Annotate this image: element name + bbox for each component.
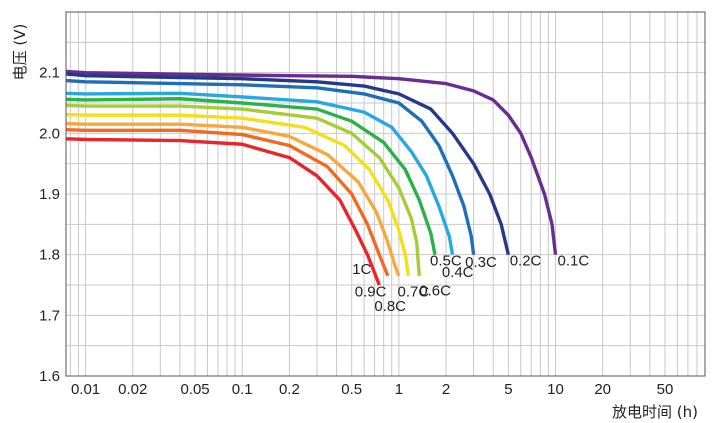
y-tick-label: 2.0 — [39, 125, 60, 142]
series-line-0_8C — [65, 121, 401, 277]
x-tick-label: 5 — [504, 381, 512, 398]
x-tick-label: 0.01 — [71, 381, 100, 398]
series-line-0_1C — [65, 69, 558, 255]
x-tick-label: 0.1 — [232, 381, 253, 398]
tick-labels: 0.01 0.02 0.05 0.1 0.2 0.5 1 2 5 10 20 50 1.6 1.7 1.8 1… — [39, 65, 673, 398]
curve-label: 0.1C — [558, 253, 590, 270]
series-line-0_3C — [65, 78, 476, 255]
y-tick-label: 2.1 — [39, 65, 60, 82]
x-tick-label: 2 — [442, 381, 450, 398]
curve-label: 0.5C — [430, 253, 462, 270]
x-tick-label: 1 — [395, 381, 403, 398]
curve-label: 0.3C — [465, 254, 497, 271]
plot-frame — [65, 11, 706, 377]
curve-label: 0.2C — [510, 253, 542, 270]
series-line-0_7C — [65, 112, 411, 277]
y-tick-label: 1.7 — [39, 307, 60, 324]
x-tick-label: 0.02 — [118, 381, 147, 398]
x-tick-label: 0.2 — [279, 381, 300, 398]
series-line-0_4C — [65, 91, 455, 255]
x-tick-label: 20 — [594, 381, 611, 398]
y-axis-title: 电压 (V) — [11, 24, 29, 81]
x-tick-label: 0.5 — [341, 381, 362, 398]
curve-label: 1C — [352, 261, 371, 278]
x-tick-label: 10 — [547, 381, 564, 398]
x-tick-label: 0.05 — [180, 381, 209, 398]
series-line-0_9C — [65, 127, 390, 277]
series-line-0_5C — [65, 97, 437, 255]
series-line-0_2C — [65, 72, 511, 256]
y-tick-label: 1.6 — [39, 368, 60, 385]
y-tick-label: 1.9 — [39, 186, 60, 203]
series-line-1C — [65, 137, 381, 286]
y-tick-label: 1.8 — [39, 247, 60, 264]
curve-label: 0.7C — [398, 284, 430, 301]
series-line-0_6C — [65, 103, 421, 277]
curve-label: 0.6C — [419, 282, 451, 299]
x-tick-label: 50 — [657, 381, 674, 398]
curve-labels: 0.1C 0.2C 0.3C0.5C0.4C0.6C0.7C0.8C0.9C 1C — [352, 253, 589, 316]
curve-label: 0.8C — [374, 298, 406, 315]
series-curves — [65, 69, 558, 286]
curve-label: 0.4C — [442, 264, 474, 281]
x-axis-title: 放电时间 (h) — [612, 403, 698, 421]
curve-label: 0.9C — [355, 284, 387, 301]
